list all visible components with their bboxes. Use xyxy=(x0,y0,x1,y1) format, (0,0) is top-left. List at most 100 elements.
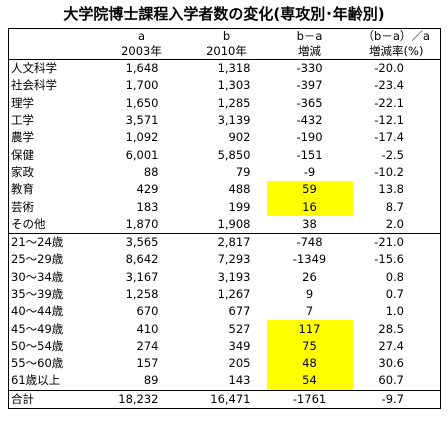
cell: -2.5 xyxy=(381,147,404,162)
cell: 1,700 xyxy=(125,78,159,93)
cell: 79 xyxy=(235,164,251,179)
row-label: 45～49歳 xyxy=(11,321,64,336)
cell: -10.2 xyxy=(374,164,404,179)
cell: 6,001 xyxy=(125,147,159,162)
row-label: 人文科学 xyxy=(11,61,57,76)
cell: 8.7 xyxy=(385,199,404,214)
header-cell xyxy=(8,44,97,60)
table-section: 21～24歳 3,565 2,817 -748 -21.0 25～29歳 8,642 7,29… xyxy=(8,232,441,391)
cell: 3,139 xyxy=(217,113,251,128)
cell: -9.7 xyxy=(352,389,441,409)
cell: -151 xyxy=(296,147,323,162)
row-label: 25～29歳 xyxy=(11,252,64,267)
header-cell: （b－a）／a xyxy=(362,29,430,43)
cell: 1,092 xyxy=(125,130,159,145)
table-row: 芸術 183 199 16 8.7 xyxy=(9,198,441,216)
table-row: 50～54歳 274 349 75 27.4 xyxy=(9,337,441,356)
table-row: 社会科学 1,700 1,303 -397 -23.4 xyxy=(9,77,441,94)
header-cell: b－a xyxy=(296,29,323,43)
cell: 89 xyxy=(143,373,159,388)
cell: -748 xyxy=(266,232,353,252)
table-row: 21～24歳 3,565 2,817 -748 -21.0 xyxy=(8,232,441,252)
cell: 16 xyxy=(266,198,353,216)
cell: 429 xyxy=(136,182,159,197)
table-row: 保健 6,001 5,850 -151 -2.5 xyxy=(9,146,441,163)
cell: 1,318 xyxy=(217,61,251,76)
data-table: a b b－a （b－a）／a 2003年 2010年 増減 増減率(%) 人文科学 1,648… xyxy=(8,28,441,409)
cell: 7,293 xyxy=(217,252,251,267)
cell: 349 xyxy=(228,338,251,353)
cell: 60.7 xyxy=(378,373,404,388)
row-label: 30～34歳 xyxy=(11,269,64,284)
header-cell: a xyxy=(137,29,146,43)
cell: 488 xyxy=(228,182,251,197)
cell: 1,267 xyxy=(217,287,251,301)
cell: 410 xyxy=(136,321,159,336)
cell: 27.4 xyxy=(378,338,404,353)
row-label: 理学 xyxy=(11,95,34,110)
cell: 54 xyxy=(266,372,353,391)
cell: 1,908 xyxy=(217,216,251,231)
table-header: a b b－a （b－a）／a 2003年 2010年 増減 増減率(%) xyxy=(8,29,441,60)
header-row: 2003年 2010年 増減 増減率(%) xyxy=(8,44,441,60)
cell: 205 xyxy=(228,356,251,371)
cell: -17.4 xyxy=(374,130,404,145)
cell: 75 xyxy=(266,337,353,356)
row-label: 保健 xyxy=(11,147,34,162)
cell: 3,167 xyxy=(125,269,159,284)
cell: 28.5 xyxy=(378,321,404,336)
header-cell: b xyxy=(222,29,231,43)
cell: 59 xyxy=(266,181,353,199)
header-cell xyxy=(9,29,97,45)
table-row: 40～44歳 670 677 7 1.0 xyxy=(9,303,441,320)
cell: 88 xyxy=(143,164,159,179)
cell: -432 xyxy=(296,113,323,128)
cell: 183 xyxy=(136,199,159,214)
table-row: 人文科学 1,648 1,318 -330 -20.0 xyxy=(9,60,441,78)
cell: 157 xyxy=(136,356,159,371)
table-row: 合計 18,232 16,471 -1761 -9.7 xyxy=(8,389,441,409)
cell: 1,870 xyxy=(125,216,159,231)
cell: 5,850 xyxy=(217,147,251,162)
cell: 3,193 xyxy=(217,269,251,284)
row-label: 61歳以上 xyxy=(11,373,61,388)
cell: 3,571 xyxy=(125,113,159,128)
cell: -21.0 xyxy=(352,232,441,252)
cell: 8,642 xyxy=(125,252,159,267)
cell: -20.0 xyxy=(374,61,404,76)
cell: 18,232 xyxy=(96,389,187,409)
table-row: 25～29歳 8,642 7,293 -1349 -15.6 xyxy=(9,251,441,268)
cell: 0.8 xyxy=(385,269,404,284)
row-label: 21～24歳 xyxy=(8,232,97,252)
cell: -365 xyxy=(296,95,323,110)
cell: 48 xyxy=(266,355,353,373)
cell: 117 xyxy=(266,320,353,338)
cell: 7 xyxy=(305,304,314,319)
cell: 527 xyxy=(228,321,251,336)
cell: 30.6 xyxy=(378,356,404,371)
cell: 16,471 xyxy=(186,389,267,409)
table-row: 農学 1,092 902 -190 -17.4 xyxy=(9,129,441,146)
cell: 26 xyxy=(302,269,317,284)
row-label: 家政 xyxy=(11,164,34,179)
table-row: 家政 88 79 -9 -10.2 xyxy=(9,164,441,181)
cell: 13.8 xyxy=(378,182,404,197)
header-cell: 増減率(%) xyxy=(352,44,441,60)
cell: 0.7 xyxy=(385,287,404,301)
cell: -330 xyxy=(296,61,323,76)
row-label: 40～44歳 xyxy=(11,304,64,319)
row-label: その他 xyxy=(11,216,46,231)
cell: -9 xyxy=(303,164,316,179)
row-label: 50～54歳 xyxy=(11,338,64,353)
row-label: 55～60歳 xyxy=(11,356,64,371)
header-cell: 2010年 xyxy=(186,44,267,60)
cell: 1.0 xyxy=(385,304,404,319)
title: 大学院博士課程入学者数の変化(専攻別･年齢別) xyxy=(63,5,385,23)
cell: 902 xyxy=(228,130,251,145)
table-section: 人文科学 1,648 1,318 -330 -20.0 社会科学 1,700 1,303 -39… xyxy=(9,60,441,234)
header-row: a b b－a （b－a）／a xyxy=(9,29,441,45)
cell: 274 xyxy=(136,338,159,353)
cell: -1349 xyxy=(292,252,327,267)
row-label: 35～39歳 xyxy=(11,287,64,301)
